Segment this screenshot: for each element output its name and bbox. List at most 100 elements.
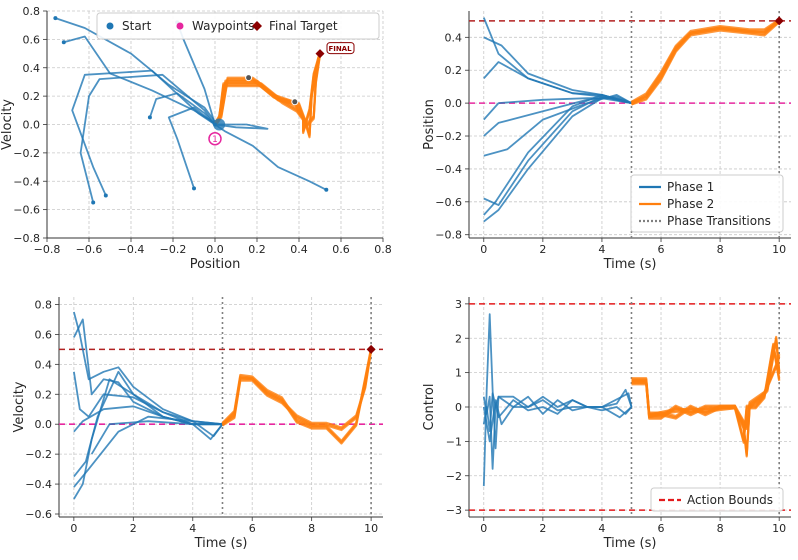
y-tick-label: 0.8 bbox=[23, 5, 41, 18]
y-tick-label: 1 bbox=[455, 367, 462, 380]
x-tick-label: 0.0 bbox=[206, 243, 224, 256]
phase1-trajectory bbox=[149, 92, 216, 126]
x-tick-label: −0.8 bbox=[34, 243, 61, 256]
phase2-trajectory bbox=[214, 51, 322, 136]
x-tick-label: 0 bbox=[70, 522, 77, 535]
y-tick-label: −0.2 bbox=[435, 130, 462, 143]
y-tick-label: 2 bbox=[455, 332, 462, 345]
x-tick-label: 6 bbox=[249, 522, 256, 535]
waypoint-marker bbox=[208, 131, 222, 146]
y-tick-label: 0.8 bbox=[35, 298, 53, 311]
phase1-trajectory bbox=[73, 371, 223, 426]
panel-velocity-vs-time: 0 2 4 6 8 10 −0.6 −0.4 −0.2 0.0 0.2 0.4 0.6 0.8 Time (… bbox=[12, 297, 383, 551]
phase1-trajectory bbox=[482, 392, 633, 433]
start-marker bbox=[61, 40, 66, 45]
y-tick-label: −1 bbox=[446, 435, 462, 448]
y-tick-label: −2 bbox=[446, 470, 462, 483]
phase2-trajectory bbox=[221, 349, 373, 430]
phase1-trajectory bbox=[71, 69, 216, 196]
legend-box bbox=[630, 174, 784, 233]
legend-label: Waypoints bbox=[192, 19, 254, 33]
phase1-trajectory bbox=[483, 95, 632, 207]
phase1-trajectory bbox=[90, 420, 223, 455]
y-tick-label: −0.4 bbox=[25, 478, 52, 491]
start-marker bbox=[91, 200, 96, 205]
y-tick-label: 0.4 bbox=[35, 358, 53, 371]
legend-label: Final Target bbox=[269, 19, 338, 33]
start-marker bbox=[53, 16, 58, 21]
y-tick-label: −0.2 bbox=[13, 147, 40, 160]
y-tick-label: 0 bbox=[455, 401, 462, 414]
phase1-trajectory bbox=[214, 123, 269, 130]
x-tick-label: 6 bbox=[658, 243, 665, 256]
y-tick-label: −0.2 bbox=[25, 448, 52, 461]
final-target-marker bbox=[366, 344, 376, 354]
final-badge-text: FINAL bbox=[328, 45, 352, 53]
x-axis-label: Time (s) bbox=[603, 257, 657, 272]
y-tick-label: 0.2 bbox=[23, 90, 41, 103]
phase1-trajectory bbox=[73, 415, 223, 488]
y-tick-label: −0.4 bbox=[13, 175, 40, 188]
start-marker bbox=[147, 115, 152, 120]
y-tick-label: −0.4 bbox=[435, 163, 462, 176]
phase2-trajectory bbox=[631, 342, 781, 442]
phase2-trajectory bbox=[631, 344, 781, 443]
intermediate-marker bbox=[291, 98, 299, 106]
x-axis-label: Time (s) bbox=[603, 536, 657, 551]
y-axis-label: Control bbox=[422, 384, 437, 431]
phase1-trajectory bbox=[482, 17, 632, 104]
x-tick-label: 10 bbox=[772, 522, 786, 535]
y-axis-label: Velocity bbox=[12, 381, 27, 432]
x-tick-label: −0.6 bbox=[76, 243, 103, 256]
x-axis-label: Time (s) bbox=[194, 536, 248, 551]
y-tick-label: 3 bbox=[455, 298, 462, 311]
phase1-trajectory bbox=[214, 123, 327, 191]
legend-box bbox=[96, 12, 380, 40]
x-tick-label: −0.2 bbox=[160, 243, 187, 256]
panel-phase-portrait: −0.8 −0.6 −0.4 −0.2 0.0 0.2 0.4 0.6 0.8 −0.8 −0.6 −… bbox=[0, 5, 392, 272]
phase1-trajectory bbox=[482, 392, 633, 443]
legend-label: Phase Transitions bbox=[667, 214, 771, 228]
phase2-trajectory bbox=[630, 18, 780, 103]
phase2-trajectory bbox=[631, 353, 781, 428]
legend-final-target-icon bbox=[252, 21, 262, 31]
phase2-trajectory bbox=[631, 345, 781, 444]
plot-area bbox=[482, 313, 781, 487]
legend-label: Phase 2 bbox=[667, 197, 714, 211]
x-tick-label: 4 bbox=[598, 522, 605, 535]
legend-label: Action Bounds bbox=[687, 493, 773, 507]
intermediate-marker bbox=[245, 74, 253, 82]
start-marker bbox=[324, 187, 329, 192]
phase1-trajectory bbox=[483, 95, 632, 137]
phase2-trajectory bbox=[631, 21, 780, 106]
origin-cluster-marker bbox=[213, 118, 226, 131]
phase1-trajectory bbox=[73, 318, 224, 441]
y-tick-label: 0.6 bbox=[23, 33, 41, 46]
x-tick-label: 10 bbox=[772, 243, 786, 256]
x-tick-label: 0 bbox=[480, 522, 487, 535]
x-tick-label: 8 bbox=[308, 522, 315, 535]
x-axis-label: Position bbox=[190, 257, 241, 272]
legend-box bbox=[650, 487, 784, 512]
y-tick-label: −0.6 bbox=[435, 196, 462, 209]
y-tick-label: 0.2 bbox=[35, 388, 53, 401]
legend-label: Start bbox=[122, 19, 152, 33]
legend-marker-icon bbox=[106, 22, 114, 30]
phase2-trajectory bbox=[631, 335, 781, 455]
waypoint-label: 1 bbox=[212, 135, 218, 145]
legend-marker-icon bbox=[176, 22, 184, 30]
y-axis-label: Velocity bbox=[0, 99, 15, 150]
phase2-trajectory bbox=[221, 349, 373, 444]
phase1-trajectory bbox=[483, 94, 632, 157]
plot-area bbox=[73, 311, 373, 500]
x-tick-label: 4 bbox=[598, 243, 605, 256]
phase1-trajectory bbox=[73, 378, 223, 500]
x-tick-label: 8 bbox=[717, 243, 724, 256]
panel-position-vs-time: 0 2 4 6 8 10 −0.8 −0.6 −0.4 −0.2 0.0 0.2 0.4 Time (s)… bbox=[422, 11, 791, 272]
y-tick-label: −0.6 bbox=[13, 204, 40, 217]
x-tick-label: 2 bbox=[539, 522, 546, 535]
y-tick-label: 0.4 bbox=[23, 62, 41, 75]
y-tick-label: 0.2 bbox=[445, 64, 463, 77]
panel-control-vs-time: 0 2 4 6 8 10 −3 −2 −1 0 1 2 3 Time (s) Control Action B… bbox=[422, 297, 791, 551]
phase1-trajectory bbox=[483, 97, 632, 121]
